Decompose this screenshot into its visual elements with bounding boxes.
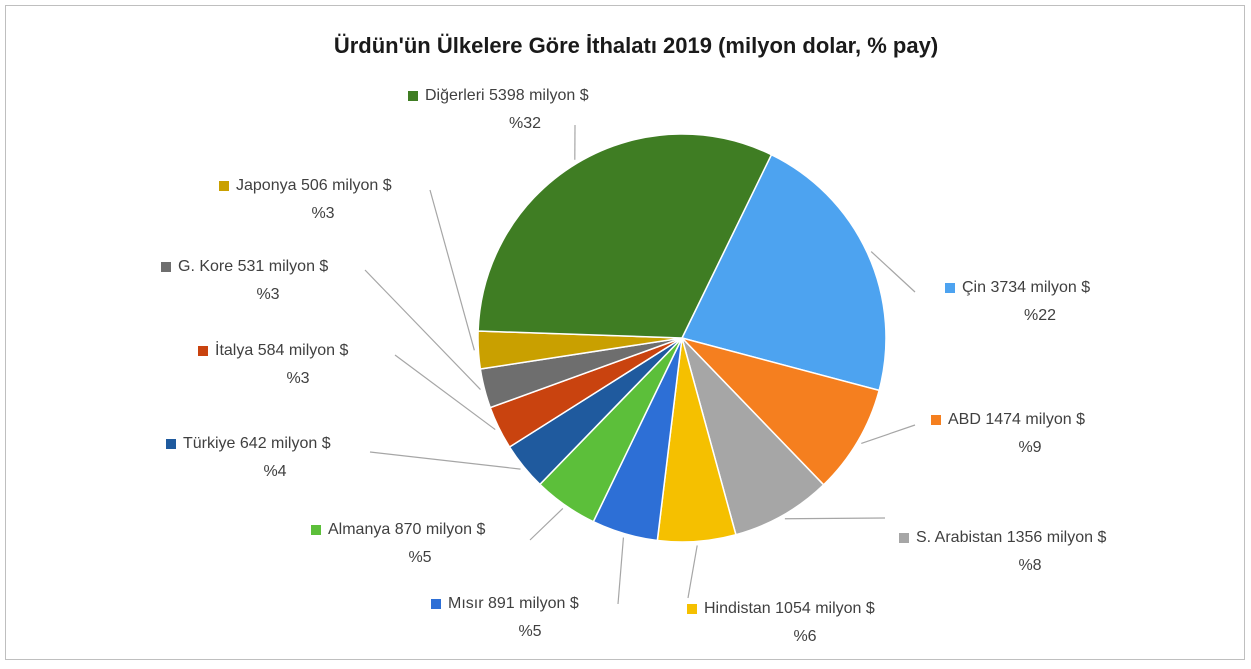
legend-key <box>198 346 208 356</box>
category-label: Japonya <box>236 177 297 194</box>
value-label: 506 milyon $ <box>301 177 392 194</box>
pie <box>478 134 886 542</box>
legend-key <box>166 439 176 449</box>
data-label: Diğerleri 5398 milyon $ <box>425 87 589 104</box>
category-label: Hindistan <box>704 600 771 617</box>
value-label: 3734 milyon $ <box>990 279 1090 296</box>
legend-key <box>161 262 171 272</box>
value-label: 1356 milyon $ <box>1007 529 1107 546</box>
share-label: %22 <box>1024 307 1056 324</box>
category-label: ABD <box>948 411 981 428</box>
share-label: %3 <box>256 286 279 303</box>
value-label: 584 milyon $ <box>258 342 349 359</box>
data-label: S. Arabistan 1356 milyon $ <box>916 529 1106 546</box>
value-label: 870 milyon $ <box>395 521 486 538</box>
legend-key <box>431 599 441 609</box>
share-label: %8 <box>1018 557 1041 574</box>
category-label: G. Kore <box>178 258 233 275</box>
share-label: %3 <box>311 205 334 222</box>
category-label: Mısır <box>448 595 484 612</box>
data-label: Çin 3734 milyon $ <box>962 279 1090 296</box>
chart-title: Ürdün'ün Ülkelere Göre İthalatı 2019 (mi… <box>334 33 938 58</box>
legend-key <box>687 604 697 614</box>
legend-key <box>945 283 955 293</box>
data-label: Almanya 870 milyon $ <box>328 521 486 538</box>
share-label: %6 <box>793 628 816 645</box>
legend-key <box>899 533 909 543</box>
share-label: %32 <box>509 115 541 132</box>
data-label: G. Kore 531 milyon $ <box>178 258 328 275</box>
category-label: Almanya <box>328 521 390 538</box>
data-label: İtalya 584 milyon $ <box>215 340 349 359</box>
data-label: Mısır 891 milyon $ <box>448 595 579 612</box>
legend-key <box>219 181 229 191</box>
value-label: 1474 milyon $ <box>985 411 1085 428</box>
category-label: Çin <box>962 279 986 296</box>
data-label: Türkiye 642 milyon $ <box>183 435 331 452</box>
data-label: Hindistan 1054 milyon $ <box>704 600 875 617</box>
category-label: İtalya <box>215 340 253 359</box>
share-label: %5 <box>408 549 431 566</box>
share-label: %9 <box>1018 439 1041 456</box>
share-label: %4 <box>263 463 286 480</box>
share-label: %3 <box>286 370 309 387</box>
data-label: ABD 1474 milyon $ <box>948 411 1085 428</box>
share-label: %5 <box>518 623 541 640</box>
category-label: S. Arabistan <box>916 529 1002 546</box>
data-label: Japonya 506 milyon $ <box>236 177 392 194</box>
leader-line <box>785 518 885 519</box>
value-label: 1054 milyon $ <box>775 600 875 617</box>
value-label: 642 milyon $ <box>240 435 331 452</box>
value-label: 531 milyon $ <box>238 258 329 275</box>
value-label: 5398 milyon $ <box>489 87 589 104</box>
legend-key <box>408 91 418 101</box>
value-label: 891 milyon $ <box>488 595 579 612</box>
category-label: Diğerleri <box>425 87 485 104</box>
category-label: Türkiye <box>183 435 236 452</box>
legend-key <box>311 525 321 535</box>
legend-key <box>931 415 941 425</box>
